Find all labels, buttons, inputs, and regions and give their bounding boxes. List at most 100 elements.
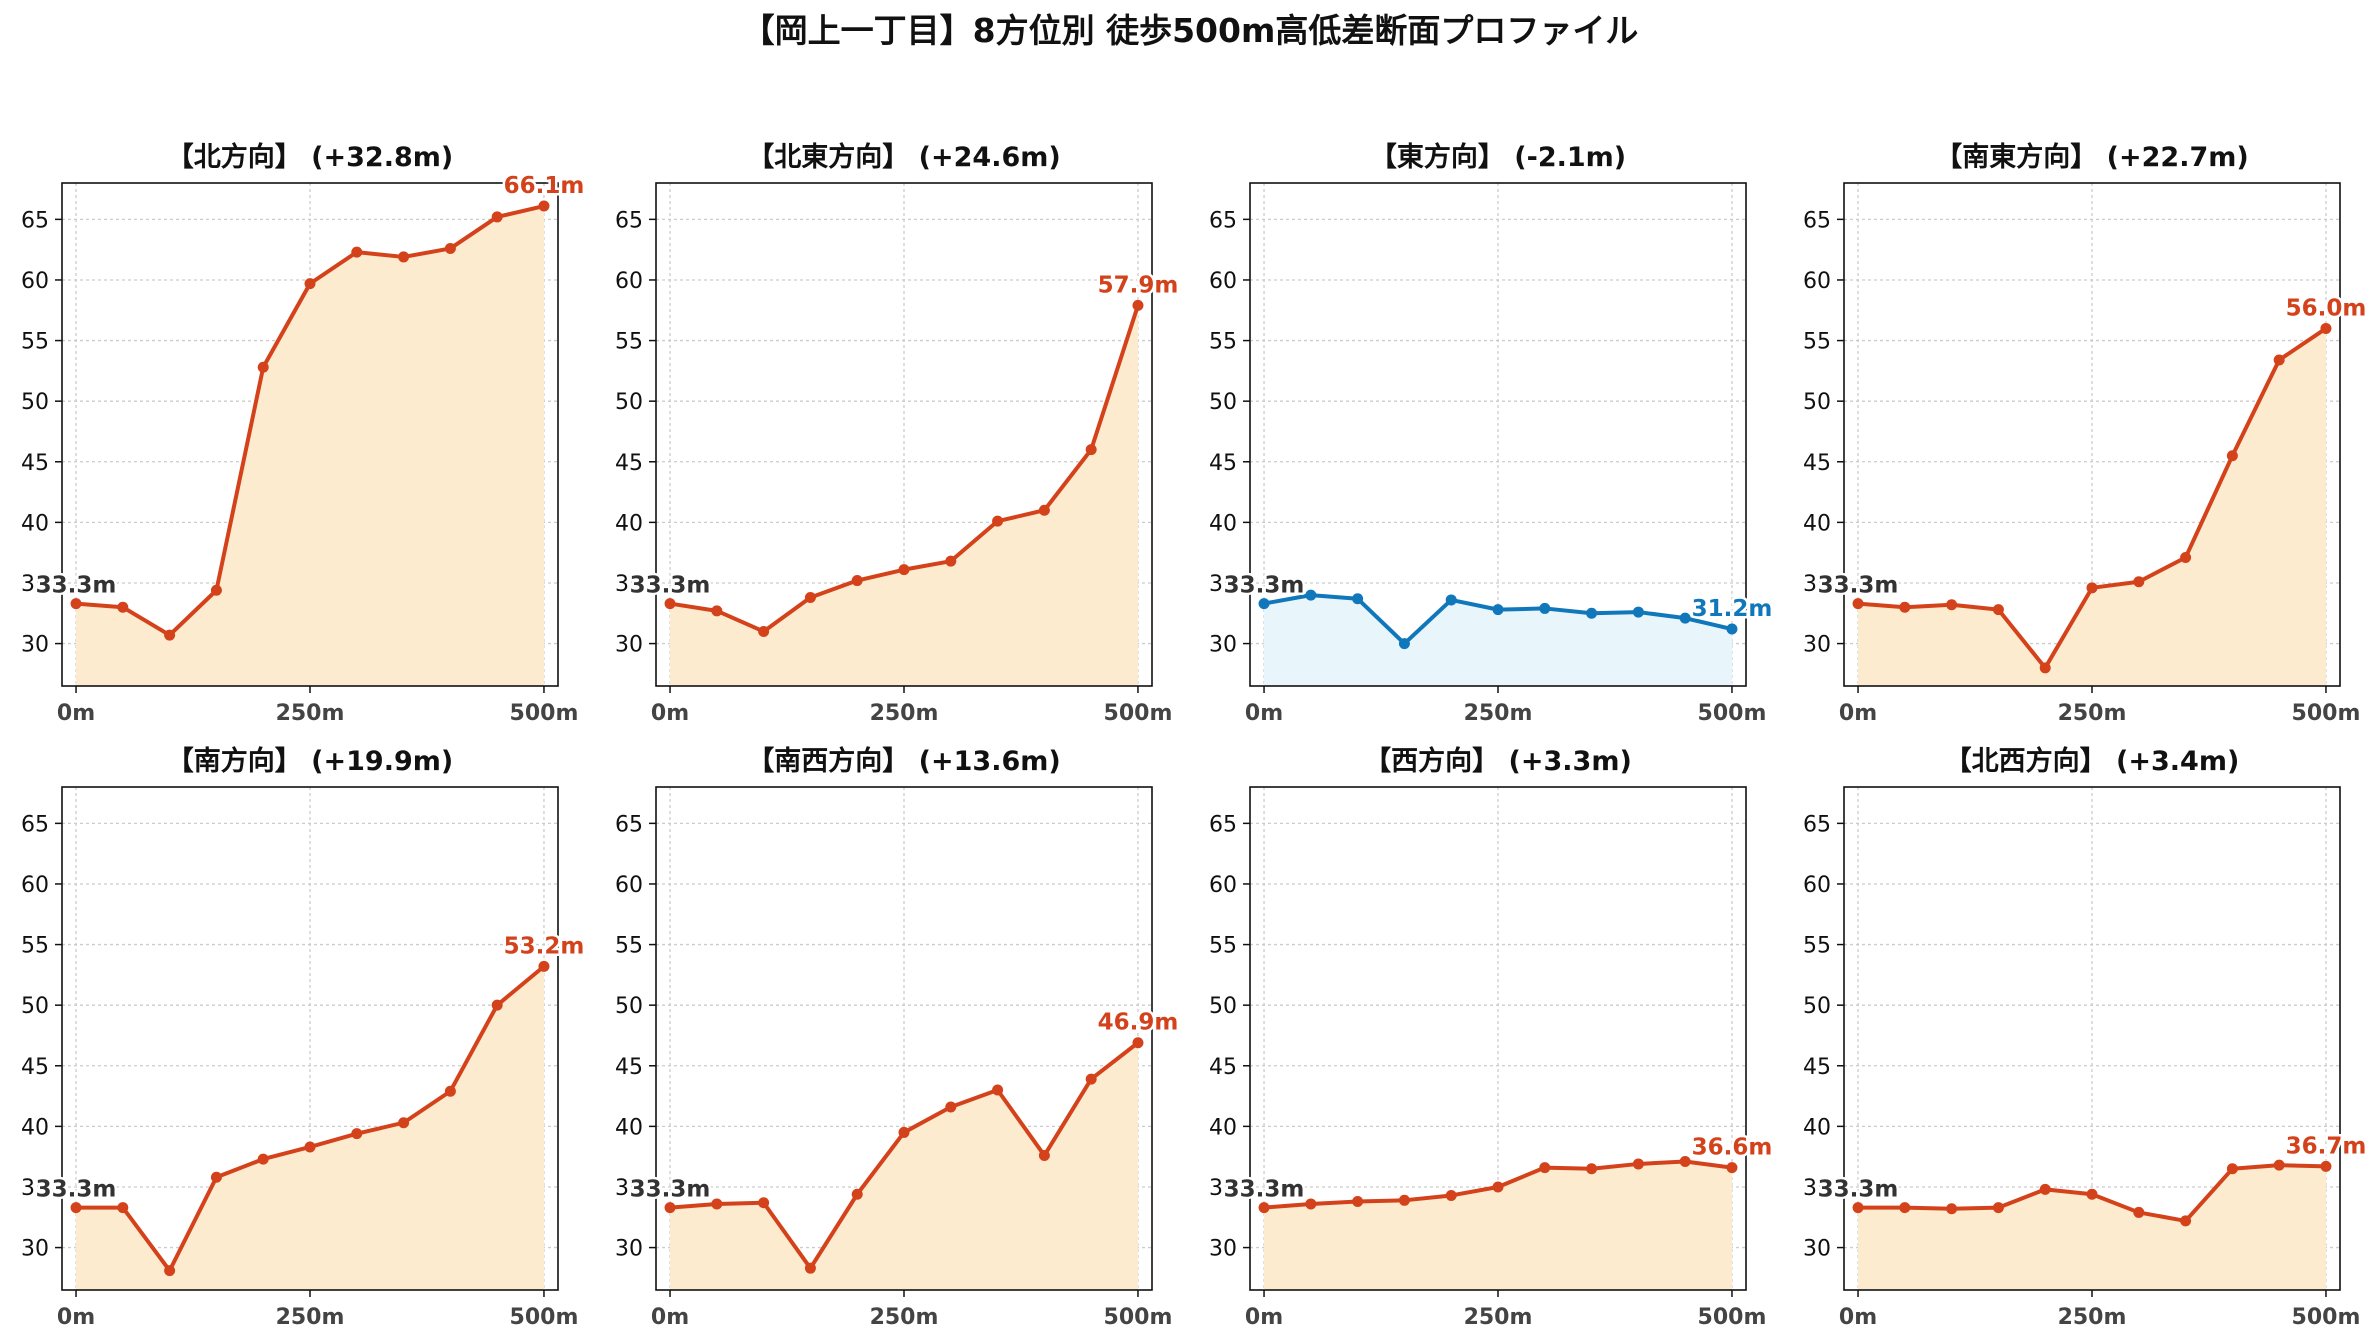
data-point	[117, 1202, 129, 1214]
area-fill	[1264, 1161, 1732, 1290]
y-tick-label: 30	[615, 633, 643, 658]
y-tick-label: 45	[615, 1055, 643, 1080]
data-point	[711, 1198, 723, 1210]
data-point	[1946, 1203, 1958, 1215]
data-point	[351, 246, 363, 258]
data-point	[1352, 1196, 1364, 1208]
data-point	[1899, 1202, 1911, 1214]
data-point	[1132, 299, 1144, 311]
y-tick-label: 55	[615, 934, 643, 959]
data-point	[992, 515, 1004, 527]
data-point	[444, 1085, 456, 1097]
data-point	[898, 1126, 910, 1138]
data-point	[1632, 606, 1644, 618]
y-tick-label: 30	[21, 1237, 49, 1262]
x-tick-label: 0m	[1839, 701, 1877, 726]
panel-title: 【南方向】 (+19.9m)	[167, 745, 453, 777]
y-tick-label: 45	[21, 451, 49, 476]
y-tick-label: 35	[21, 1176, 49, 1201]
data-point	[1539, 602, 1551, 614]
y-tick-label: 60	[1209, 269, 1237, 294]
end-value-label: 66.1m	[504, 173, 585, 199]
data-point	[538, 960, 550, 972]
y-tick-label: 50	[1803, 994, 1831, 1019]
data-point	[398, 251, 410, 263]
y-tick-label: 60	[1209, 873, 1237, 898]
start-value-label: 33.3m	[36, 573, 117, 599]
end-value-label: 36.7m	[2286, 1133, 2367, 1159]
data-point	[70, 598, 82, 610]
x-tick-label: 250m	[870, 701, 939, 726]
y-tick-label: 40	[615, 1115, 643, 1140]
data-point	[164, 1265, 176, 1277]
data-point	[945, 555, 957, 567]
panel-title: 【東方向】 (-2.1m)	[1370, 141, 1626, 173]
end-value-label: 57.9m	[1098, 272, 1179, 298]
data-point	[164, 629, 176, 641]
data-point	[2086, 582, 2098, 594]
data-point	[2133, 1206, 2145, 1218]
data-point	[2226, 450, 2238, 462]
area-fill	[670, 1042, 1138, 1290]
data-point	[2226, 1163, 2238, 1175]
data-point	[210, 1171, 222, 1183]
data-point	[1305, 1198, 1317, 1210]
chart-panel-5: 【南西方向】 (+13.6m) 30 35 40 45 50 55 60 65 0m 250m 500…	[615, 745, 1181, 1330]
y-tick-label: 50	[1803, 390, 1831, 415]
data-point	[1038, 504, 1050, 516]
data-point	[2133, 576, 2145, 588]
y-tick-label: 55	[1803, 934, 1831, 959]
data-point	[2039, 662, 2051, 674]
start-value-label: 33.3m	[630, 573, 711, 599]
y-tick-label: 65	[615, 208, 643, 233]
y-tick-label: 60	[21, 873, 49, 898]
y-tick-label: 65	[615, 812, 643, 837]
start-value-label: 33.3m	[1224, 1177, 1305, 1203]
start-value-label: 33.3m	[36, 1177, 117, 1203]
area-fill	[1858, 328, 2326, 686]
y-tick-label: 50	[1209, 390, 1237, 415]
data-point	[351, 1128, 363, 1140]
y-tick-label: 45	[1209, 1055, 1237, 1080]
y-tick-label: 35	[1209, 1176, 1237, 1201]
x-tick-label: 500m	[1104, 1305, 1173, 1330]
data-point	[1085, 444, 1097, 456]
data-point	[664, 598, 676, 610]
chart-panel-4: 【南方向】 (+19.9m) 30 35 40 45 50 55 60 65 0m 250m 500m…	[21, 745, 587, 1330]
y-tick-label: 35	[615, 1176, 643, 1201]
y-tick-label: 30	[1209, 1237, 1237, 1262]
data-point	[1539, 1162, 1551, 1174]
x-tick-label: 0m	[651, 1305, 689, 1330]
y-tick-label: 35	[1803, 1176, 1831, 1201]
x-tick-label: 0m	[1245, 1305, 1283, 1330]
data-point	[1492, 604, 1504, 616]
data-point	[1398, 638, 1410, 650]
y-tick-label: 55	[1803, 330, 1831, 355]
y-tick-label: 65	[21, 812, 49, 837]
data-point	[1679, 612, 1691, 624]
y-tick-label: 30	[615, 1237, 643, 1262]
x-tick-label: 250m	[1464, 1305, 1533, 1330]
data-point	[1445, 1189, 1457, 1201]
y-tick-label: 60	[21, 269, 49, 294]
data-point	[304, 278, 316, 290]
y-tick-label: 45	[21, 1055, 49, 1080]
panel-title: 【南西方向】 (+13.6m)	[747, 745, 1060, 777]
figure-title: 【岡上一丁目】8方位別 徒歩500m高低差断面プロファイル	[742, 11, 1639, 50]
data-point	[257, 1153, 269, 1165]
y-tick-label: 30	[1209, 633, 1237, 658]
data-point	[1586, 607, 1598, 619]
y-tick-label: 50	[615, 390, 643, 415]
y-tick-label: 35	[1803, 572, 1831, 597]
data-point	[70, 1202, 82, 1214]
data-point	[898, 564, 910, 576]
y-tick-label: 40	[21, 1115, 49, 1140]
y-tick-label: 65	[1209, 812, 1237, 837]
x-tick-label: 0m	[1839, 1305, 1877, 1330]
y-tick-label: 55	[21, 330, 49, 355]
y-tick-label: 65	[1803, 208, 1831, 233]
chart-panel-1: 【北東方向】 (+24.6m) 30 35 40 45 50 55 60 65 0m 250m 500…	[615, 141, 1181, 726]
y-tick-label: 45	[615, 451, 643, 476]
